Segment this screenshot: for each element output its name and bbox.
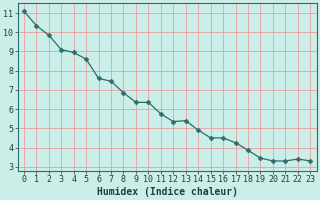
X-axis label: Humidex (Indice chaleur): Humidex (Indice chaleur): [97, 186, 237, 197]
